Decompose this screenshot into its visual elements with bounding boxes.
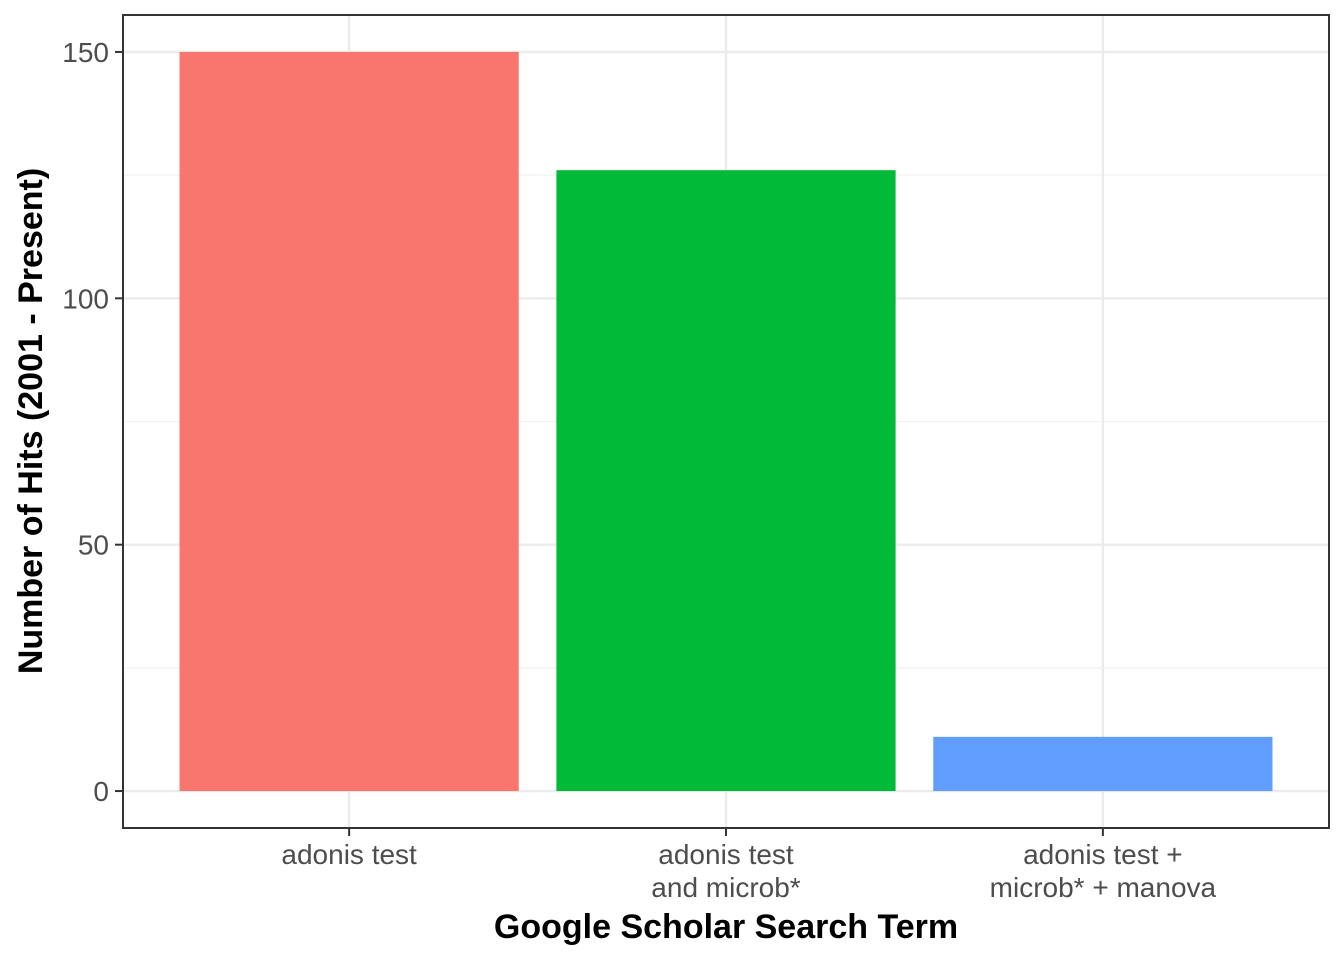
x-tick-label: adonis test [281,839,417,870]
x-axis-title: Google Scholar Search Term [494,908,958,946]
y-tick-label: 100 [62,283,109,314]
bar [179,51,519,792]
bars [179,51,1273,792]
bar [556,170,896,792]
x-tick-label-line: microb* + manova [990,872,1217,903]
x-tick-label-line: and microb* [651,872,801,903]
x-tick-label: adonis test + microb* + manova [990,839,1217,903]
x-tick-label: adonis test and microb* [651,839,801,903]
x-tick-label-line: adonis test + [1023,839,1183,870]
x-tick-label-line: adonis test [281,839,417,870]
y-tick-label: 150 [62,37,109,68]
y-tick-label: 0 [93,776,109,807]
y-axis-title: Number of Hits (2001 - Present) [12,168,50,674]
bar [933,736,1273,792]
panel-border [122,14,1330,829]
x-tick-label-line: adonis test [658,839,794,870]
y-tick-label: 50 [78,530,109,561]
